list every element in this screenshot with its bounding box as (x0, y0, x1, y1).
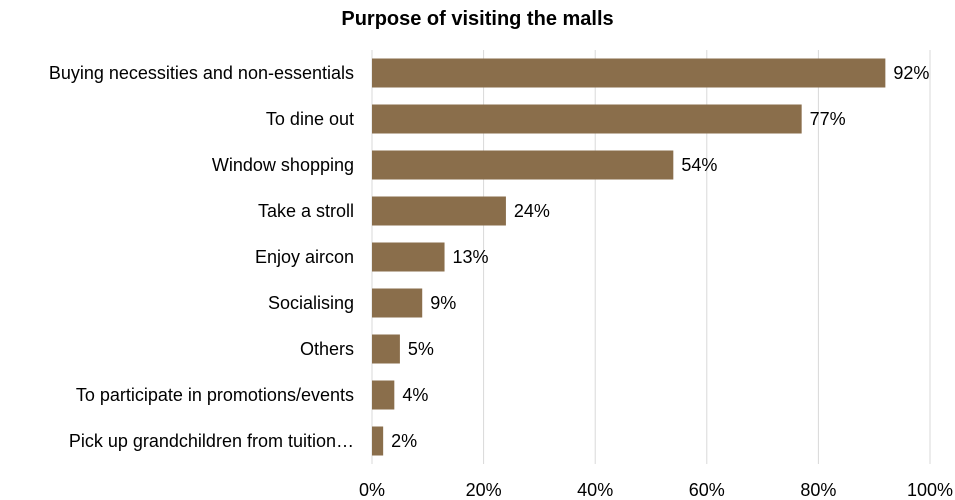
x-tick-label: 80% (800, 480, 836, 500)
bar (372, 426, 384, 456)
category-label: Others (300, 339, 354, 359)
category-label: Take a stroll (258, 201, 354, 221)
x-tick-label: 0% (359, 480, 385, 500)
bars-layer (372, 58, 886, 456)
bar (372, 104, 802, 134)
data-label: 54% (681, 155, 717, 175)
labels-layer: 0% 20% 40% 60% 80% 100% Buying necessities and… (49, 63, 953, 500)
data-label: 9% (430, 293, 456, 313)
category-label: To participate in promotions/events (76, 385, 354, 405)
x-tick-label: 100% (907, 480, 953, 500)
bar (372, 196, 506, 226)
category-label: Socialising (268, 293, 354, 313)
chart-title: Purpose of visiting the malls (341, 8, 614, 30)
data-label: 24% (514, 201, 550, 221)
category-label: Window shopping (212, 155, 354, 175)
bar (372, 334, 400, 364)
x-tick-label: 20% (466, 480, 502, 500)
data-label: 2% (391, 431, 417, 451)
bar (372, 288, 423, 318)
x-tick-label: 60% (689, 480, 725, 500)
category-label: Enjoy aircon (255, 247, 354, 267)
x-tick-label: 40% (577, 480, 613, 500)
data-label: 4% (402, 385, 428, 405)
category-label: Pick up grandchildren from tuition… (69, 431, 354, 451)
bar (372, 380, 395, 410)
data-label: 92% (893, 63, 929, 83)
bar (372, 242, 445, 272)
data-label: 13% (453, 247, 489, 267)
bar (372, 150, 674, 180)
data-label: 77% (810, 109, 846, 129)
bar (372, 58, 886, 88)
data-label: 5% (408, 339, 434, 359)
category-label: Buying necessities and non-essentials (49, 63, 354, 83)
category-label: To dine out (266, 109, 354, 129)
